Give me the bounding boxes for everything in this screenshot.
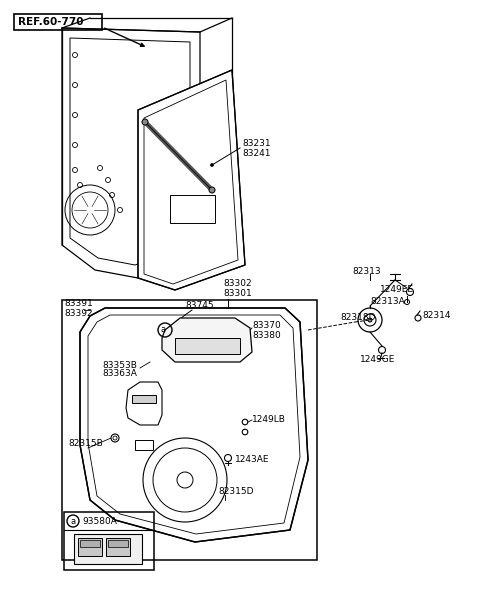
Text: a: a	[71, 517, 75, 526]
Circle shape	[111, 434, 119, 442]
Text: 83363A: 83363A	[102, 370, 137, 379]
Polygon shape	[138, 70, 245, 290]
Text: 1243AE: 1243AE	[235, 456, 269, 465]
Bar	[14, 14, 102, 30]
Text: 82314: 82314	[422, 312, 451, 321]
Polygon shape	[162, 318, 252, 362]
Text: 82313: 82313	[352, 267, 381, 276]
Text: REF.60-770: REF.60-770	[18, 17, 84, 27]
Polygon shape	[80, 308, 308, 542]
Circle shape	[142, 119, 148, 125]
Text: 82318D: 82318D	[340, 313, 375, 322]
Text: 83353B: 83353B	[102, 361, 137, 370]
Bar	[108, 540, 128, 547]
Bar	[80, 540, 100, 547]
Text: 83391: 83391	[64, 299, 93, 309]
Text: 82315B: 82315B	[68, 439, 103, 448]
Text: 83370: 83370	[252, 321, 281, 330]
Text: 82315D: 82315D	[218, 488, 253, 497]
Text: 83745: 83745	[185, 301, 214, 310]
Bar	[106, 538, 130, 556]
Text: 1249GE: 1249GE	[360, 356, 396, 364]
Circle shape	[368, 318, 372, 322]
Text: 83380: 83380	[252, 330, 281, 339]
Text: 1249LB: 1249LB	[252, 416, 286, 425]
Bar	[170, 195, 215, 223]
Text: 82313A: 82313A	[370, 298, 405, 307]
Bar	[74, 534, 142, 564]
Text: 83392: 83392	[64, 309, 93, 318]
Text: 1249EE: 1249EE	[380, 286, 414, 295]
Text: 83231: 83231	[242, 140, 271, 148]
Bar	[64, 512, 154, 570]
Bar	[62, 300, 317, 560]
Text: 93580A: 93580A	[82, 517, 117, 526]
Polygon shape	[62, 28, 200, 278]
Text: a: a	[160, 325, 166, 335]
Bar	[135, 440, 153, 450]
Bar	[132, 395, 156, 403]
Circle shape	[209, 187, 215, 193]
Bar	[78, 538, 102, 556]
Circle shape	[211, 163, 214, 166]
Text: 83302: 83302	[223, 280, 252, 289]
Bar	[175, 338, 240, 354]
Text: 83301: 83301	[223, 289, 252, 298]
Text: 83241: 83241	[242, 148, 271, 157]
